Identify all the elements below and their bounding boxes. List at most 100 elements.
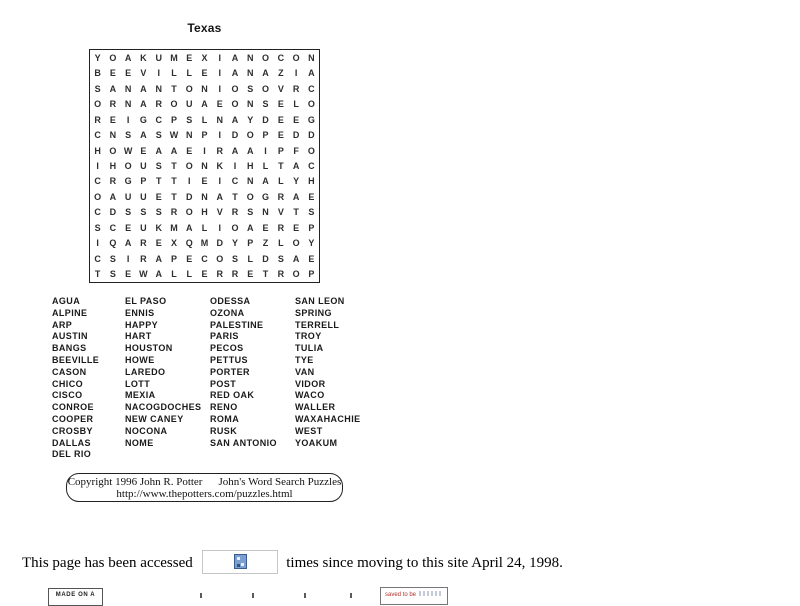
grid-cell: A	[247, 222, 254, 233]
grid-cell: Q	[109, 238, 117, 249]
grid-cell: S	[247, 207, 254, 218]
grid-cell: D	[292, 130, 300, 141]
grid-cell: N	[308, 52, 315, 63]
grid-cell: I	[203, 145, 206, 156]
copyright-url: http://www.thepotters.com/puzzles.html	[116, 488, 293, 500]
grid-cell: L	[262, 160, 269, 171]
word-list-item: VAN	[295, 366, 315, 377]
grid-cell: E	[201, 269, 208, 280]
grid-cell: P	[140, 176, 147, 187]
grid-cell: N	[201, 160, 208, 171]
grid-cell: I	[218, 130, 222, 141]
grid-cell: I	[218, 68, 222, 79]
grid-cell: A	[231, 114, 239, 125]
grid-cell: A	[308, 68, 315, 79]
grid-cell: U	[155, 52, 162, 63]
grid-cell: T	[171, 176, 177, 187]
grid-cell: M	[170, 52, 178, 63]
grid-cell: C	[231, 176, 239, 187]
grid-cell: S	[125, 207, 132, 218]
grid-cell: S	[155, 207, 162, 218]
grid-cell: N	[109, 130, 117, 141]
grid-cell: A	[185, 222, 193, 233]
counter-text-after: times since moving to this site April 24…	[286, 555, 563, 571]
grid-cell: R	[109, 176, 117, 187]
grid-cell: U	[140, 222, 147, 233]
word-list-item: DALLAS	[52, 437, 91, 448]
grid-cell: E	[125, 68, 132, 79]
grid-cell: E	[201, 68, 208, 79]
grid-cell: I	[96, 238, 99, 249]
word-list-item: TROY	[295, 331, 322, 342]
grid-cell: R	[109, 99, 117, 110]
grid-cell: V	[277, 207, 284, 218]
word-list-item: TYE	[295, 354, 314, 365]
word-list-item: PETTUS	[210, 354, 248, 365]
grid-cell: G	[124, 176, 132, 187]
grid-cell: P	[201, 130, 208, 141]
grid-cell: O	[216, 253, 224, 264]
word-list-item: TULIA	[295, 343, 324, 354]
made-on-a-mac-badge[interactable]: MADE ON A	[48, 588, 103, 606]
grid-cell: E	[247, 269, 254, 280]
word-list-item: MEXIA	[125, 390, 156, 401]
grid-cell: B	[94, 68, 101, 79]
grid-cell: A	[124, 52, 132, 63]
counter-text-before: This page has been accessed	[22, 555, 193, 571]
word-list-item: NOME	[125, 437, 154, 448]
grid-cell: U	[185, 99, 193, 110]
grid-cell: T	[232, 191, 238, 202]
grid-cell: P	[277, 145, 284, 156]
grid-cell: S	[109, 253, 116, 264]
grid-cell: A	[292, 253, 300, 264]
grid-cell: A	[216, 191, 224, 202]
grid-cell: S	[262, 99, 269, 110]
grid-cell: E	[201, 176, 208, 187]
word-list-item: TERRELL	[295, 319, 340, 330]
copyright-line-1: Copyright 1996 John R. Potter John's Word…	[67, 476, 342, 488]
grid-cell: A	[170, 145, 178, 156]
grid-cell: S	[155, 160, 162, 171]
grid-cell: L	[201, 222, 208, 233]
grid-cell: A	[155, 269, 162, 280]
grid-cell: I	[218, 52, 222, 63]
word-list: AGUA ALPINE ARP AUSTIN BANGS BEEVILLE CASON CHI…	[52, 296, 382, 464]
right-badge[interactable]: saved to be	[380, 587, 448, 605]
grid-cell: T	[171, 83, 177, 94]
right-badge-label: saved to be	[385, 592, 417, 598]
grid-cell: H	[247, 160, 254, 171]
grid-cell: A	[231, 68, 239, 79]
grid-cell: L	[278, 176, 284, 187]
grid-cell: S	[125, 130, 132, 141]
grid-cell: E	[293, 222, 300, 233]
grid-cell: E	[125, 269, 132, 280]
grid-cell: D	[262, 114, 269, 125]
grid-cell: U	[140, 191, 147, 202]
grid-cell: P	[170, 253, 177, 264]
grid-cell: O	[185, 160, 193, 171]
word-list-item: BEEVILLE	[52, 354, 100, 365]
grid-cell: O	[231, 222, 239, 233]
grid-cell: Q	[185, 238, 193, 249]
grid-cell: D	[262, 253, 269, 264]
grid-cell: V	[140, 68, 147, 79]
grid-cell: R	[277, 222, 285, 233]
grid-cell: A	[292, 160, 300, 171]
grid-cell: G	[262, 191, 270, 202]
word-list-column: SAN LEON SPRING TERRELL TROY TULIA TYE VAN VIDO…	[295, 296, 361, 449]
grid-cell: C	[277, 52, 285, 63]
grid-cell: A	[140, 83, 147, 94]
word-list-item: WAXAHACHIE	[295, 413, 361, 424]
word-list-item: PECOS	[210, 343, 244, 354]
grid-cell: O	[185, 83, 193, 94]
word-list-item: EL PASO	[125, 296, 167, 306]
grid-cell: R	[216, 269, 224, 280]
grid-cell: F	[293, 145, 299, 156]
grid-cell: Y	[94, 52, 101, 63]
grid-cell: N	[247, 176, 254, 187]
grid-cell: E	[155, 191, 162, 202]
word-list-item: LAREDO	[125, 366, 166, 377]
word-list-item: COOPER	[52, 413, 94, 424]
grid-cell: A	[231, 52, 239, 63]
word-list-item: PORTER	[210, 366, 250, 377]
